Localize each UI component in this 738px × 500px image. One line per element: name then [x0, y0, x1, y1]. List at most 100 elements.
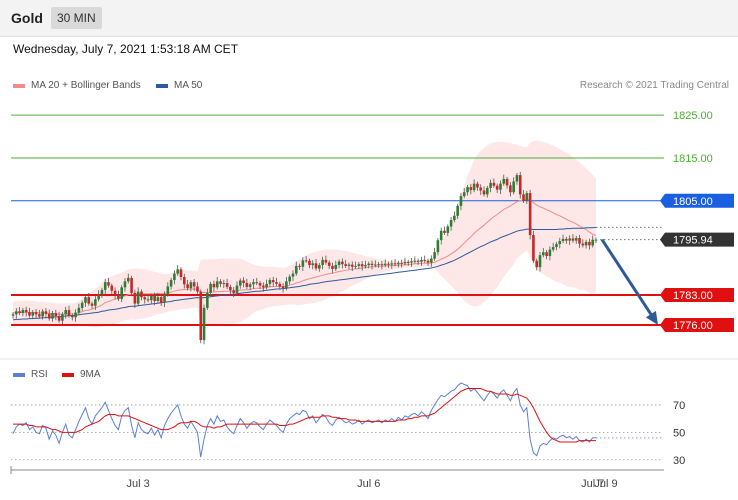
candle-body: [28, 312, 31, 316]
candle-body: [538, 255, 542, 268]
candle-body: [245, 283, 249, 287]
bollinger-band-area: [13, 140, 596, 328]
candle-body: [291, 273, 295, 277]
candle-body: [94, 299, 97, 306]
rsi-level-label: 30: [673, 455, 685, 467]
candle: [97, 290, 100, 302]
candle-body: [153, 295, 156, 302]
candle: [84, 293, 87, 308]
candle-body: [133, 292, 137, 304]
candle: [436, 238, 440, 256]
candle: [578, 234, 581, 248]
candle-body: [472, 183, 476, 191]
candle-body: [74, 312, 77, 318]
candle-body: [130, 277, 133, 293]
candle-body: [173, 273, 176, 281]
timeframe-badge[interactable]: 30 MIN: [51, 7, 102, 29]
candle-body: [126, 277, 130, 282]
time-tick-label: Jul 3: [127, 478, 150, 490]
candle: [278, 281, 282, 290]
candle-body: [321, 259, 324, 266]
candle-body: [476, 183, 479, 188]
level-label-last-price: 1795.94: [673, 235, 713, 247]
candle: [130, 275, 133, 297]
candle-body: [515, 175, 519, 182]
candle: [94, 296, 97, 311]
candle: [258, 280, 262, 289]
candle-body: [248, 284, 252, 287]
candle: [538, 251, 542, 272]
candle: [252, 278, 255, 289]
candle-body: [209, 283, 212, 293]
candle: [558, 237, 562, 249]
candle-body: [281, 286, 285, 289]
candle: [262, 282, 265, 292]
candle-body: [166, 286, 170, 295]
candle: [535, 258, 539, 271]
candle-body: [571, 238, 575, 241]
candle: [551, 242, 555, 252]
candle-body: [140, 291, 143, 298]
candle: [439, 227, 443, 245]
candle-body: [84, 297, 87, 303]
candle-body: [44, 311, 48, 314]
candle-body: [558, 241, 562, 245]
candle-body: [77, 307, 81, 313]
candle-body: [47, 313, 51, 319]
candle-body: [466, 187, 469, 193]
candle-body: [143, 297, 147, 300]
candle-body: [502, 178, 506, 184]
candle: [495, 183, 499, 193]
candle-body: [360, 264, 364, 267]
candle: [555, 241, 558, 251]
candle: [268, 277, 272, 288]
candle: [380, 260, 384, 270]
level-tag-support-2: [660, 318, 734, 333]
candle: [505, 176, 509, 189]
candle-body: [80, 302, 84, 308]
candle-body: [426, 260, 430, 263]
candle-body: [14, 311, 18, 315]
legend-9ma-swatch: [62, 372, 74, 377]
candle: [120, 285, 123, 303]
candle: [462, 187, 466, 199]
candle: [486, 185, 489, 198]
candle: [31, 310, 35, 319]
candle: [159, 295, 163, 306]
candle: [548, 246, 552, 261]
candle: [179, 267, 183, 281]
candle-body: [156, 297, 160, 302]
candle-body: [202, 307, 206, 341]
candle-body: [584, 241, 588, 246]
candle: [492, 178, 496, 188]
candle: [571, 234, 575, 243]
candle-body: [41, 311, 44, 317]
candle: [430, 255, 433, 267]
candle-body: [278, 283, 282, 287]
candle: [248, 282, 252, 291]
candle: [219, 279, 222, 288]
candle: [21, 307, 25, 317]
candle: [568, 235, 571, 245]
candle: [350, 261, 354, 272]
candle-body: [462, 192, 466, 197]
candle-body: [374, 264, 377, 266]
candle: [24, 306, 28, 317]
candle: [294, 261, 298, 276]
candle: [169, 277, 173, 290]
candle: [182, 273, 186, 289]
legend-rsi-label: RSI: [31, 369, 48, 380]
candle-body: [304, 260, 308, 262]
candle: [100, 287, 104, 298]
candle: [186, 280, 189, 291]
candle: [146, 295, 150, 303]
candle-body: [54, 313, 58, 317]
rsi-level-label: 70: [673, 400, 685, 412]
candle: [173, 270, 176, 285]
candle-body: [350, 264, 354, 267]
candle: [232, 287, 235, 298]
candle-body: [288, 276, 291, 282]
candle: [301, 257, 305, 272]
candle-body: [393, 263, 397, 265]
candle-body: [311, 263, 315, 266]
